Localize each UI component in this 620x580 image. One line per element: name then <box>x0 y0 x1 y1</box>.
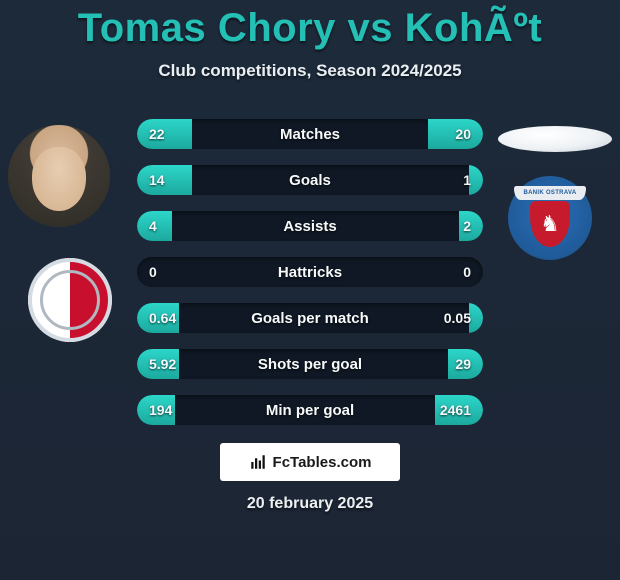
stat-label: Goals per match <box>137 303 483 333</box>
stat-row: 141Goals <box>137 165 483 195</box>
banik-badge-icon: BANIK OSTRAVA <box>508 176 592 260</box>
stat-row: 0.640.05Goals per match <box>137 303 483 333</box>
stat-bar-left <box>137 211 172 241</box>
avatar-face-icon <box>8 125 110 227</box>
stat-value-right: 0.05 <box>444 303 471 333</box>
stat-row: 0 0Hattricks <box>137 257 483 287</box>
stat-row: 2220Matches <box>137 119 483 149</box>
stat-bar-right <box>469 165 483 195</box>
stat-label: Min per goal <box>137 395 483 425</box>
banik-ribbon: BANIK OSTRAVA <box>514 186 586 200</box>
club-left-badge: ★ <box>28 258 112 342</box>
player-right-placeholder <box>498 126 612 152</box>
stat-bar-right <box>469 303 483 333</box>
stat-row: 5.9229Shots per goal <box>137 349 483 379</box>
subtitle: Club competitions, Season 2024/2025 <box>0 61 620 81</box>
stat-row: 42Assists <box>137 211 483 241</box>
player-left-avatar <box>8 125 110 227</box>
stats-list: 2220Matches141Goals42Assists00Hattricks0… <box>137 119 483 425</box>
stat-label: Assists <box>137 211 483 241</box>
stat-bar-right <box>428 119 483 149</box>
page-title: Tomas Chory vs KohÃºt <box>0 6 620 51</box>
stat-bar-right <box>435 395 483 425</box>
stat-bar-left <box>137 349 179 379</box>
stat-bar-left <box>137 119 192 149</box>
slavia-badge-icon: ★ <box>28 258 112 342</box>
brand-badge: FcTables.com <box>220 443 400 481</box>
comparison-card: Tomas Chory vs KohÃºt Club competitions,… <box>0 0 620 580</box>
stat-bar-left <box>137 395 175 425</box>
stat-label: Shots per goal <box>137 349 483 379</box>
stat-value-left: 0 <box>149 257 157 287</box>
stat-label: Hattricks <box>137 257 483 287</box>
club-right-badge: BANIK OSTRAVA <box>508 176 592 260</box>
stat-bar-right <box>459 211 483 241</box>
stat-bar-left <box>137 165 192 195</box>
brand-text: FcTables.com <box>273 454 372 471</box>
stat-bar-right <box>448 349 483 379</box>
stat-bar-left <box>137 303 179 333</box>
date-text: 20 february 2025 <box>0 495 620 513</box>
stat-row: 1942461Min per goal <box>137 395 483 425</box>
chart-icon <box>249 453 267 471</box>
stat-value-right: 0 <box>463 257 471 287</box>
banik-shield-icon <box>530 201 570 247</box>
